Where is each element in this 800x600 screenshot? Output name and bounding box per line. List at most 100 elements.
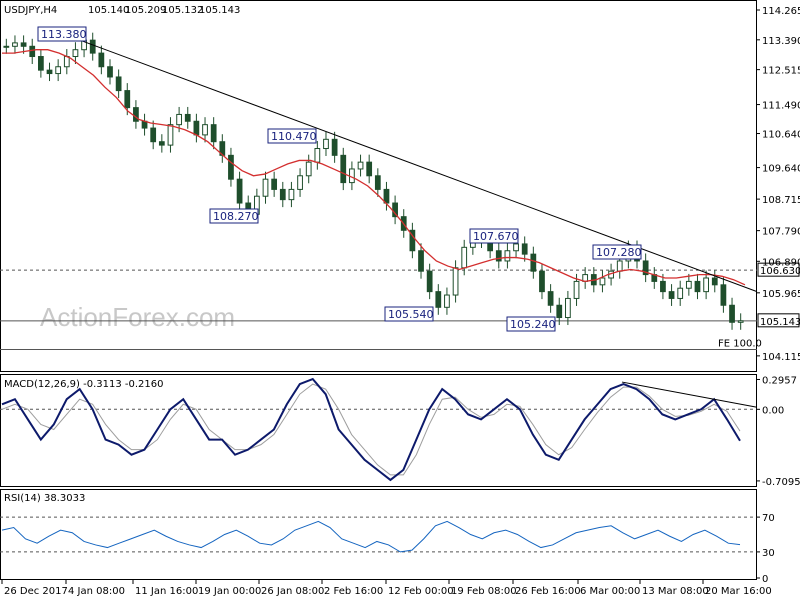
axis-layer: 106.630 105.143 114.265 113.390 112.515 111.4… xyxy=(1,6,800,597)
ohlc-open: 105.140 xyxy=(88,5,129,16)
price-tick-label: 111.490 xyxy=(762,101,800,112)
candle-body xyxy=(193,120,200,136)
rsi-tick-label: 30 xyxy=(762,548,775,559)
candle-body xyxy=(660,280,666,293)
candle-body xyxy=(694,280,701,293)
moving-average-line xyxy=(2,49,746,286)
candle-body xyxy=(539,270,545,293)
candle-body xyxy=(340,154,347,184)
candle-body xyxy=(158,141,165,146)
candle-body xyxy=(452,267,459,296)
x-tick-label: 6 Mar 00:00 xyxy=(580,586,640,597)
level-box-4 xyxy=(384,306,434,322)
candle-body xyxy=(184,113,191,122)
level-box-5 xyxy=(592,244,642,260)
rsi-tick-label: 70 xyxy=(762,513,775,524)
macd-layer xyxy=(0,377,758,482)
x-tick-label: 26 Dec 2017 xyxy=(4,586,68,597)
level-tag-106630: 106.630 xyxy=(760,266,800,277)
candle-body xyxy=(262,178,269,197)
candle-body xyxy=(20,42,27,47)
candle-body xyxy=(504,250,511,262)
price-tick-label: 108.715 xyxy=(762,195,800,206)
rsi-tick-label: 0 xyxy=(762,574,768,585)
level-box-3 xyxy=(469,228,519,244)
level-label-2: 108.270 xyxy=(213,210,259,223)
level-tag-105143-box xyxy=(757,313,800,328)
candle-body xyxy=(737,320,744,323)
candle-body xyxy=(668,291,675,299)
candle-body xyxy=(357,161,364,170)
candle-body xyxy=(642,260,649,276)
price-tick-label: 106.890 xyxy=(762,257,800,268)
price-trendline xyxy=(79,39,758,293)
x-tick-label: 4 Jan 08:00 xyxy=(68,586,125,597)
candle-body xyxy=(236,178,243,204)
candle-body xyxy=(63,56,70,68)
level-label-0: 113.380 xyxy=(41,28,87,41)
macd-line xyxy=(1,377,741,482)
candle-body xyxy=(133,107,139,122)
candle-body xyxy=(685,280,692,289)
candle-body xyxy=(530,253,537,272)
rsi-panel-frame xyxy=(0,489,757,580)
level-tag-105143: 105.143 xyxy=(760,317,800,328)
candle-body xyxy=(409,229,416,252)
level-box-2 xyxy=(209,208,259,224)
candle-body xyxy=(202,124,208,136)
candle-body xyxy=(720,284,727,306)
candle-body xyxy=(38,56,44,71)
x-tick-label: 26 Feb 16:00 xyxy=(515,586,581,597)
candle-body xyxy=(366,161,373,177)
candle-body xyxy=(331,138,338,156)
candle-body xyxy=(98,52,105,68)
fe-label: FE 100.0 xyxy=(718,339,762,350)
candle-body xyxy=(124,90,131,109)
macd-tick-label: 0.00 xyxy=(762,405,784,416)
candle-body xyxy=(426,270,433,293)
candle-body xyxy=(383,188,390,204)
level-label-4: 105.540 xyxy=(388,308,434,321)
price-tick-label: 113.390 xyxy=(762,36,800,47)
candle-body xyxy=(616,260,623,272)
level-box-1 xyxy=(267,128,317,144)
candle-body xyxy=(12,42,18,47)
x-tick-label: 2 Feb 16:00 xyxy=(324,586,383,597)
candle-body xyxy=(418,250,424,272)
candle-body xyxy=(374,175,381,190)
candle-body xyxy=(297,175,303,190)
candle-body xyxy=(89,39,96,54)
price-panel-frame xyxy=(0,0,757,372)
candle-body xyxy=(677,287,684,299)
price-tick-label: 107.790 xyxy=(762,227,800,238)
x-tick-label: 13 Mar 08:00 xyxy=(642,586,709,597)
candle-body xyxy=(288,188,295,201)
candle-body xyxy=(444,294,450,308)
candle-body xyxy=(461,246,468,269)
candle-body xyxy=(29,45,36,58)
x-tick-label: 20 Mar 16:00 xyxy=(705,586,772,597)
candle-body xyxy=(55,66,62,75)
level-label-5: 107.280 xyxy=(596,246,642,259)
level-label-6: 105.240 xyxy=(510,318,556,331)
price-title: USDJPY,H4 xyxy=(4,5,57,16)
price-tick-label: 110.640 xyxy=(762,130,800,141)
rsi-line xyxy=(1,520,741,553)
candle-body xyxy=(547,291,554,306)
ohlc-close: 105.143 xyxy=(199,5,240,16)
level-tag-106630-box xyxy=(757,262,800,277)
candle-body xyxy=(176,113,182,126)
macd-signal-line xyxy=(1,383,741,476)
watermark: ActionForex.com xyxy=(40,302,235,332)
price-tick-label: 114.265 xyxy=(762,6,800,17)
candle-body xyxy=(210,124,217,143)
macd-title: MACD(12,26,9) -0.3113 -0.2160 xyxy=(4,379,164,390)
x-tick-label: 11 Jan 16:00 xyxy=(135,586,198,597)
candle-body xyxy=(729,304,735,323)
candle-body xyxy=(72,49,79,58)
candle-body xyxy=(228,154,234,180)
candle-body xyxy=(513,243,519,252)
candle-body xyxy=(314,148,321,163)
macd-panel-frame xyxy=(0,374,757,487)
candle-body xyxy=(573,280,580,299)
